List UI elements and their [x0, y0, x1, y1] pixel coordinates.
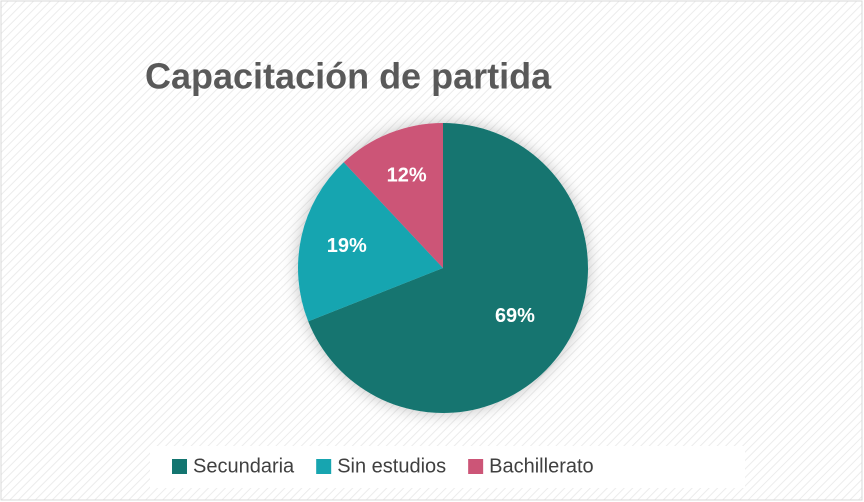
legend-swatch	[468, 459, 484, 474]
pie-slice	[343, 123, 443, 268]
data-label: 19%	[327, 235, 367, 257]
chart-title: Capacitación de partida	[145, 56, 552, 97]
legend-swatch	[172, 459, 187, 474]
legend-swatch	[316, 459, 332, 474]
data-label: 12%	[387, 165, 427, 187]
data-label: 69%	[495, 305, 535, 327]
legend-label: Secundaria	[193, 455, 295, 477]
pie-slice	[308, 123, 588, 414]
pie-slice	[298, 162, 443, 322]
legend-label: Bachillerato	[489, 455, 594, 477]
legend-box	[150, 446, 745, 488]
legend-label: Sin estudios	[337, 455, 446, 477]
